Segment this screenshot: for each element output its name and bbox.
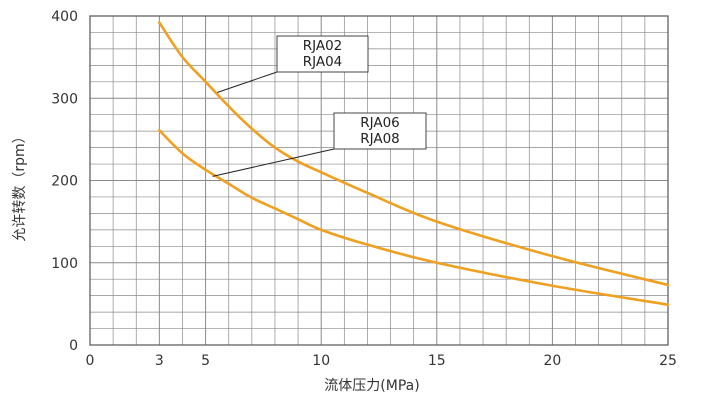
series-line-2 <box>158 129 670 306</box>
y-axis-title: 允许转数（rpm） <box>12 129 28 241</box>
callout-label: RJA04 <box>303 54 343 70</box>
x-tick-label: 25 <box>659 353 677 369</box>
y-tick-label: 400 <box>51 9 78 25</box>
plot-frame <box>89 15 669 346</box>
callout-box-2 <box>333 112 427 150</box>
x-axis-title: 流体压力(MPa) <box>324 378 419 394</box>
callout-box-1 <box>276 35 369 73</box>
y-tick-label: 200 <box>51 174 78 190</box>
callout-label: RJA08 <box>360 131 400 147</box>
x-tick-label: 20 <box>543 353 561 369</box>
series-line-1 <box>158 21 670 287</box>
x-tick-label: 5 <box>201 353 210 369</box>
callout-leader-line-1 <box>216 71 278 93</box>
y-tick-label: 300 <box>51 91 78 107</box>
tick-labels: 0 3 5 10 15 20 25 0 100 200 300 400 <box>51 9 677 369</box>
x-tick-label: 15 <box>428 353 446 369</box>
x-tick-label: 3 <box>155 353 164 369</box>
x-tick-label: 10 <box>312 353 330 369</box>
grid <box>89 15 669 346</box>
callout-label: RJA02 <box>303 38 343 54</box>
callout-leader-line-2 <box>212 148 335 177</box>
curves <box>158 21 670 306</box>
y-tick-label: 0 <box>69 338 78 354</box>
x-tick-label: 0 <box>86 353 95 369</box>
y-tick-label: 100 <box>51 256 78 272</box>
callout-label: RJA06 <box>360 115 400 131</box>
